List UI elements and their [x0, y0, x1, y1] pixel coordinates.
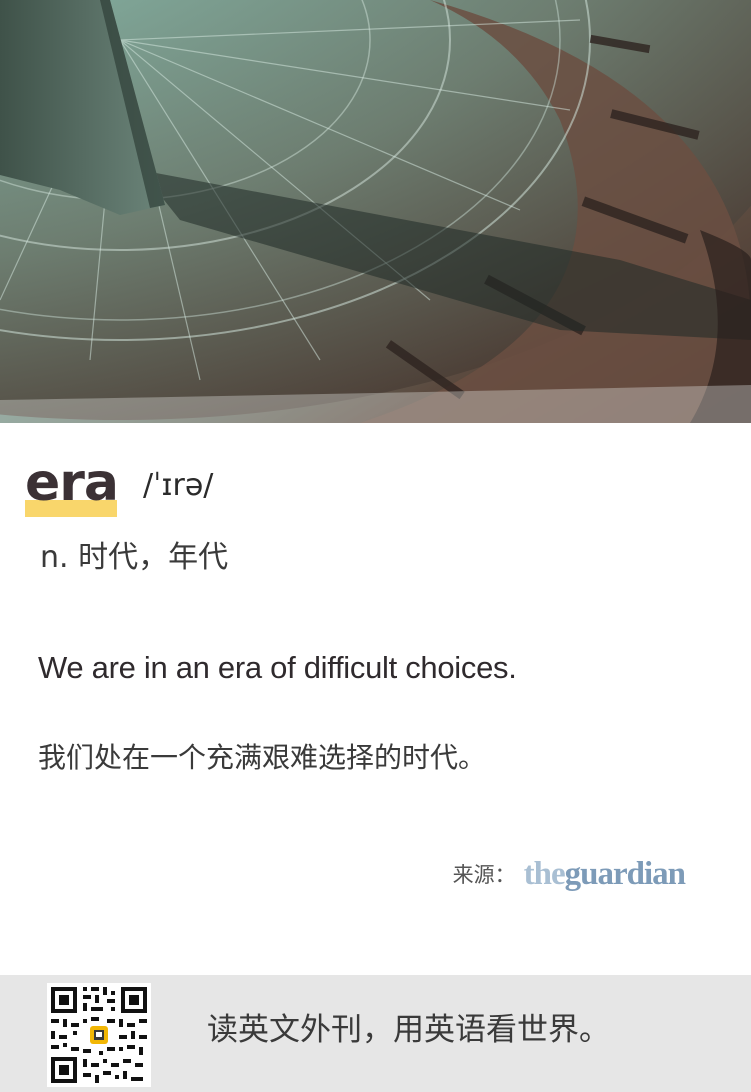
- source: 来源： theguardian: [452, 852, 686, 896]
- sundial-photo: [0, 0, 751, 423]
- word-highlight: [25, 500, 117, 517]
- guardian-logo-prefix: the: [523, 855, 566, 892]
- slogan: 读英文外刊，用英语看世界。: [207, 1012, 610, 1048]
- guardian-logo: theguardian: [523, 855, 686, 893]
- definition: n. 时代，年代: [40, 540, 229, 575]
- example-sentence-en: We are in an era of difficult choices.: [38, 650, 517, 685]
- phonetic: /ˈɪrə/: [143, 468, 214, 503]
- hero-image: [0, 0, 751, 423]
- word-title: era: [25, 453, 119, 513]
- source-label: 来源：: [452, 863, 516, 887]
- qr-code-icon[interactable]: [47, 983, 151, 1087]
- example-sentence-zh: 我们处在一个充满艰难选择的时代。: [38, 741, 487, 774]
- qr-code: [47, 983, 151, 1087]
- guardian-logo-name: guardian: [564, 855, 686, 892]
- footer: 读英文外刊，用英语看世界。: [0, 975, 751, 1092]
